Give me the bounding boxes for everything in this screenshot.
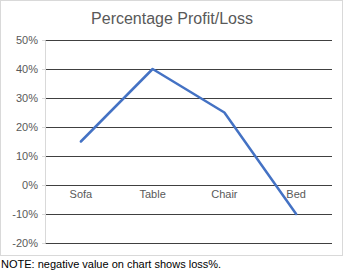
y-tick-label: -20% — [12, 237, 38, 249]
x-tick-label: Bed — [286, 188, 306, 200]
y-tick: 10% — [16, 150, 45, 162]
y-tick: 50% — [16, 34, 45, 46]
chart-svg: Percentage Profit/Loss -20% -10% 0% 10% 20% 30… — [0, 0, 351, 273]
y-tick-label: 0% — [22, 179, 38, 191]
y-tick: -10% — [12, 208, 45, 220]
grid — [45, 41, 332, 244]
y-tick-mark — [42, 127, 45, 128]
x-tick-label: Sofa — [70, 188, 94, 200]
y-tick-mark — [42, 98, 45, 99]
x-axis: Sofa Table Chair Bed — [70, 188, 306, 200]
grid-line — [45, 98, 332, 99]
y-tick-label: -10% — [12, 208, 38, 220]
y-tick-label: 50% — [16, 34, 38, 46]
plot-area — [81, 69, 296, 214]
y-tick: 0% — [22, 179, 45, 191]
y-tick-label: 30% — [16, 92, 38, 104]
y-tick: 40% — [16, 63, 45, 75]
y-tick-mark — [42, 185, 45, 186]
chart-title: Percentage Profit/Loss — [91, 10, 253, 27]
grid-line — [45, 214, 332, 215]
grid-line — [45, 243, 332, 244]
grid-line — [45, 40, 332, 41]
x-tick: Sofa — [70, 188, 94, 200]
y-tick-mark — [42, 69, 45, 70]
y-tick-mark — [42, 243, 45, 244]
grid-line — [45, 69, 332, 70]
y-tick-mark — [42, 214, 45, 215]
y-tick-label: 10% — [16, 150, 38, 162]
y-tick-mark — [42, 156, 45, 157]
y-axis: -20% -10% 0% 10% 20% 30% 40% 50% — [12, 34, 45, 249]
grid-line — [45, 127, 332, 128]
annotation: NOTE: negative value on chart shows loss… — [1, 258, 221, 270]
chart-border — [1, 1, 343, 256]
y-axis-line — [42, 41, 46, 244]
grid-line — [45, 156, 332, 157]
y-tick-mark — [42, 40, 45, 41]
y-tick-label: 40% — [16, 63, 38, 75]
x-tick: Table — [139, 188, 165, 200]
y-tick: 20% — [16, 121, 45, 133]
y-tick: 30% — [16, 92, 45, 104]
grid-line — [45, 185, 332, 186]
y-tick-label: 20% — [16, 121, 38, 133]
data-line — [81, 69, 296, 214]
x-tick-label: Chair — [211, 188, 238, 200]
x-tick: Bed — [286, 188, 306, 200]
x-tick: Chair — [211, 188, 238, 200]
x-tick-label: Table — [139, 188, 165, 200]
y-tick: -20% — [12, 237, 45, 249]
